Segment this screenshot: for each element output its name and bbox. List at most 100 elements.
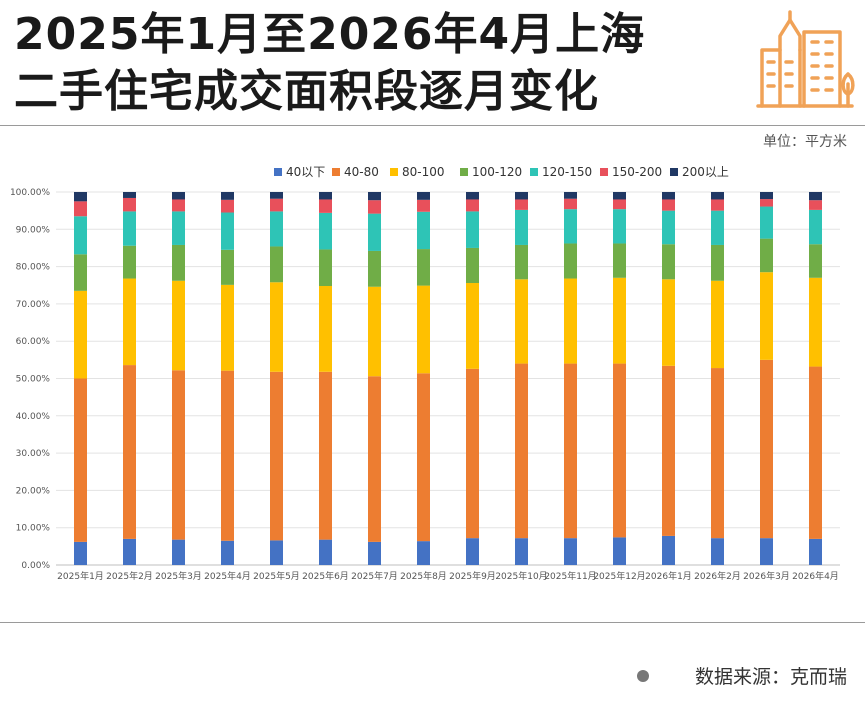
bar-segment (662, 199, 675, 211)
legend-label: 120-150 (542, 165, 592, 179)
bar-segment (613, 277, 626, 364)
bar-segment (221, 540, 234, 565)
bar-segment (368, 200, 381, 214)
bar-segment (613, 199, 626, 210)
bar-segment (417, 541, 430, 565)
bar-segment (368, 541, 381, 565)
bar-segment (417, 192, 430, 200)
bar-segment (466, 199, 479, 212)
bar-segment (515, 363, 528, 539)
x-tick-label: 2025年7月 (351, 570, 398, 582)
bar-segment (123, 211, 136, 246)
legend-swatch (460, 168, 468, 176)
chart-legend: 40以下 40-80 80-100 100-120 120-150 150-200 200以… (274, 165, 729, 179)
legend-swatch (530, 168, 538, 176)
bar-segment (711, 280, 724, 369)
bar-segment (515, 244, 528, 280)
bar-segment (172, 199, 185, 212)
x-tick-label: 2025年1月 (57, 570, 104, 582)
x-tick-label: 2025年4月 (204, 570, 251, 582)
bar-segment (221, 212, 234, 250)
bar-segment (74, 216, 87, 255)
source-note: 数据来源：克而瑞 (636, 662, 847, 689)
bar-segment (368, 250, 381, 287)
x-tick-label: 2026年1月 (645, 570, 692, 582)
bar-segment (319, 249, 332, 286)
bar-segment (662, 244, 675, 280)
bar-segment (270, 371, 283, 541)
bar-segment (809, 366, 822, 539)
x-tick-label: 2025年2月 (106, 570, 153, 582)
bar-segment (515, 199, 528, 210)
bar-segment (809, 244, 822, 278)
bar-segment (515, 209, 528, 245)
bar-segment (809, 538, 822, 565)
chart-bars (74, 192, 822, 565)
legend-swatch (274, 168, 282, 176)
title-line-2: 二手住宅成交面积段逐月变化 (14, 66, 599, 117)
bar-segment (123, 192, 136, 198)
header-divider (0, 125, 865, 126)
bar-segment (515, 538, 528, 565)
bar-segment (711, 244, 724, 281)
x-tick-label: 2025年5月 (253, 570, 300, 582)
bar-segment (809, 192, 822, 201)
bar-segment (417, 199, 430, 212)
bar-segment (319, 371, 332, 540)
bar-segment (564, 198, 577, 210)
legend-label: 80-100 (402, 165, 445, 179)
bar-segment (123, 245, 136, 279)
y-tick-label: 80.00% (16, 263, 51, 273)
x-tick-label: 2025年10月 (495, 570, 547, 582)
bar-segment (172, 192, 185, 200)
bar-segment (564, 538, 577, 565)
bar-segment (711, 368, 724, 539)
bar-segment (417, 211, 430, 250)
bar-segment (760, 199, 773, 207)
bar-segment (270, 192, 283, 199)
y-tick-label: 50.00% (16, 375, 51, 385)
bar-segment (368, 376, 381, 542)
bar-segment (564, 192, 577, 199)
bar-segment (123, 278, 136, 366)
bar-segment (270, 282, 283, 372)
bar-segment (809, 277, 822, 367)
bar-segment (760, 206, 773, 239)
x-tick-label: 2026年3月 (743, 570, 790, 582)
legend-label: 40以下 (286, 165, 325, 179)
bar-segment (466, 192, 479, 200)
bar-segment (270, 198, 283, 212)
y-tick-label: 100.00% (10, 188, 50, 198)
bar-segment (564, 363, 577, 539)
bar-segment (74, 254, 87, 291)
y-tick-label: 0.00% (21, 561, 50, 571)
x-tick-label: 2025年9月 (449, 570, 496, 582)
bar-segment (368, 286, 381, 377)
x-tick-label: 2025年8月 (400, 570, 447, 582)
bar-segment (662, 535, 675, 565)
bar-segment (760, 359, 773, 539)
bar-segment (564, 278, 577, 364)
bar-segment (172, 370, 185, 540)
stacked-bar-chart: 40以下 40-80 80-100 100-120 120-150 150-200 200以… (10, 165, 840, 582)
bar-segment (760, 272, 773, 360)
bar-segment (319, 539, 332, 565)
bar-segment (221, 284, 234, 371)
bar-segment (466, 283, 479, 369)
bar-segment (809, 200, 822, 210)
bar-segment (662, 210, 675, 245)
y-tick-label: 70.00% (16, 300, 51, 310)
bar-segment (613, 192, 626, 200)
bar-segment (466, 368, 479, 539)
bar-segment (270, 211, 283, 247)
legend-swatch (600, 168, 608, 176)
bar-segment (319, 285, 332, 372)
bar-segment (466, 538, 479, 565)
x-axis: 2025年1月 2025年2月 2025年3月 2025年4月 2025年5月 2025年… (57, 570, 839, 582)
bar-segment (172, 211, 185, 245)
y-tick-label: 30.00% (16, 449, 51, 459)
source-label: 数据来源：克而瑞 (694, 666, 847, 688)
bar-segment (662, 279, 675, 366)
bar-segment (515, 279, 528, 364)
bar-segment (123, 197, 136, 212)
